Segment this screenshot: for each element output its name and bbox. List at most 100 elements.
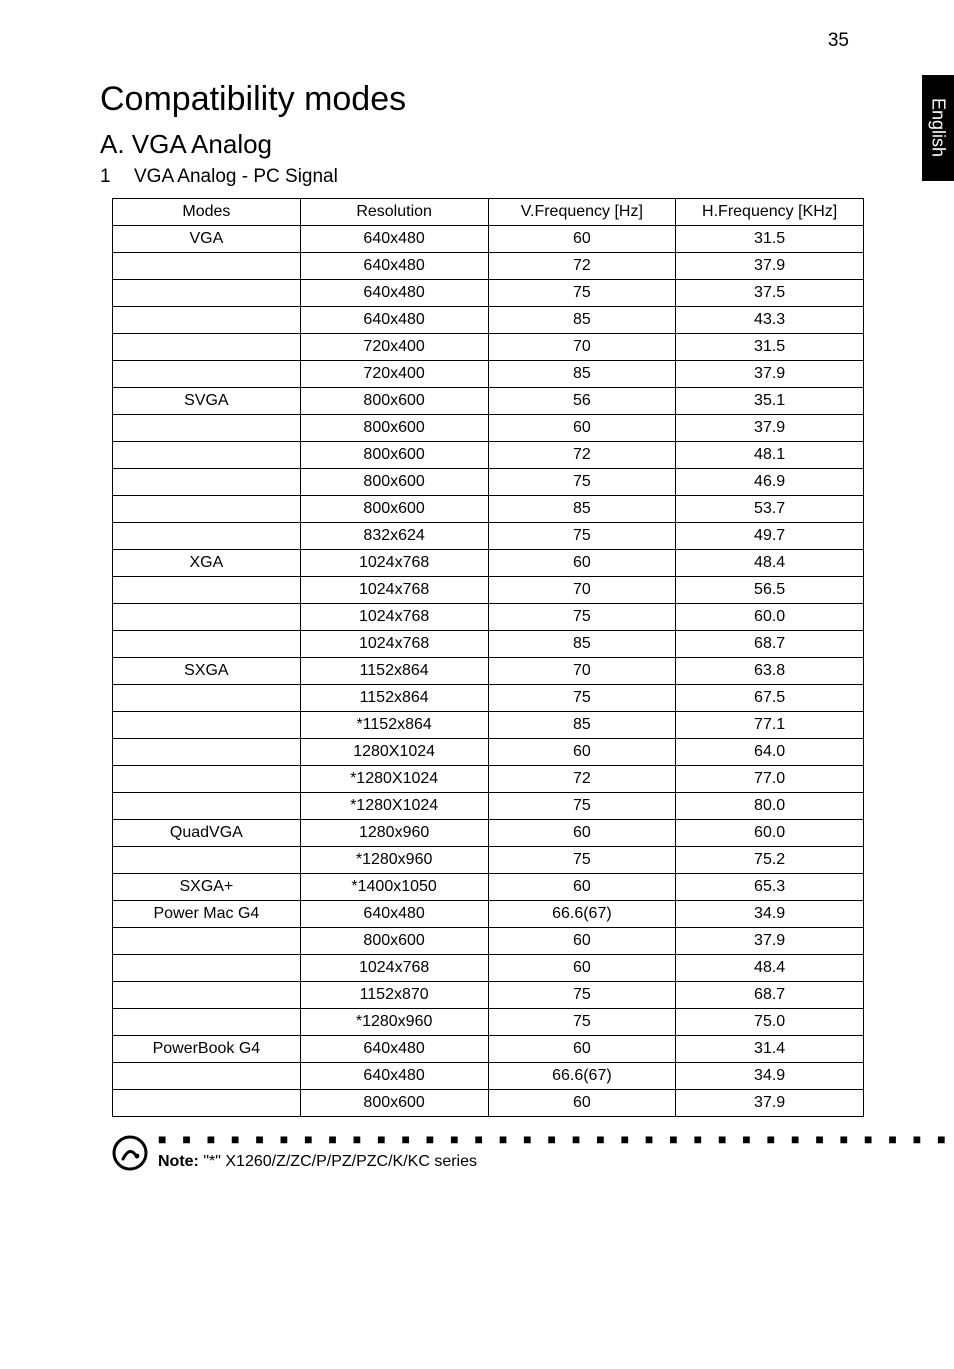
table-cell: 31.5 (676, 226, 864, 253)
table-cell: 800x600 (300, 388, 488, 415)
table-cell (113, 253, 301, 280)
table-row: 1152x8647567.5 (113, 685, 864, 712)
table-cell: 1152x864 (300, 658, 488, 685)
table-cell: 60 (488, 1036, 676, 1063)
table-cell: 65.3 (676, 874, 864, 901)
note-label: Note: (158, 1153, 199, 1170)
page-number: 35 (828, 30, 849, 52)
table-cell: 85 (488, 712, 676, 739)
table-cell: PowerBook G4 (113, 1036, 301, 1063)
table-cell (113, 361, 301, 388)
table-cell: 49.7 (676, 523, 864, 550)
table-cell (113, 631, 301, 658)
table-cell (113, 712, 301, 739)
compat-table: Modes Resolution V.Frequency [Hz] H.Freq… (112, 198, 864, 1117)
table-cell (113, 307, 301, 334)
table-cell: *1152x864 (300, 712, 488, 739)
table-cell: 43.3 (676, 307, 864, 334)
table-cell: 60 (488, 955, 676, 982)
table-row: 640x4808543.3 (113, 307, 864, 334)
table-row: 1024x7688568.7 (113, 631, 864, 658)
table-cell: 640x480 (300, 1063, 488, 1090)
table-cell: 800x600 (300, 928, 488, 955)
table-cell: 56 (488, 388, 676, 415)
table-cell: 800x600 (300, 1090, 488, 1117)
table-cell: SXGA (113, 658, 301, 685)
page-container: 35 English Compatibility modes A. VGA An… (0, 0, 954, 1211)
table-cell: 60 (488, 874, 676, 901)
table-row: VGA640x4806031.5 (113, 226, 864, 253)
table-cell: 75 (488, 523, 676, 550)
table-cell: 1024x768 (300, 631, 488, 658)
table-cell: 1280X1024 (300, 739, 488, 766)
note-text: Note: "*" X1260/Z/ZC/P/PZ/PZC/K/KC serie… (158, 1153, 954, 1171)
table-cell: 37.9 (676, 253, 864, 280)
table-row: 640x4807237.9 (113, 253, 864, 280)
table-cell (113, 1090, 301, 1117)
table-cell: 85 (488, 361, 676, 388)
table-cell: 72 (488, 442, 676, 469)
table-row: SXGA1152x8647063.8 (113, 658, 864, 685)
table-cell (113, 955, 301, 982)
table-row: *1280x9607575.0 (113, 1009, 864, 1036)
table-cell (113, 847, 301, 874)
table-cell: 60 (488, 928, 676, 955)
table-row: *1280X10247580.0 (113, 793, 864, 820)
table-body: VGA640x4806031.5640x4807237.9640x4807537… (113, 226, 864, 1117)
table-cell: 85 (488, 631, 676, 658)
table-cell: SXGA+ (113, 874, 301, 901)
table-cell: 60 (488, 739, 676, 766)
table-row: Power Mac G4640x48066.6(67)34.9 (113, 901, 864, 928)
table-cell: 75 (488, 847, 676, 874)
table-cell: 75 (488, 793, 676, 820)
th-modes: Modes (113, 199, 301, 226)
table-cell: 64.0 (676, 739, 864, 766)
table-row: 800x6007248.1 (113, 442, 864, 469)
table-cell: 720x400 (300, 361, 488, 388)
table-row: 1280X10246064.0 (113, 739, 864, 766)
table-cell: XGA (113, 550, 301, 577)
table-cell: 63.8 (676, 658, 864, 685)
table-cell (113, 928, 301, 955)
table-row: 800x6006037.9 (113, 928, 864, 955)
table-cell: 35.1 (676, 388, 864, 415)
table-cell: 68.7 (676, 982, 864, 1009)
table-cell: 640x480 (300, 226, 488, 253)
note-dots: ■ ■ ■ ■ ■ ■ ■ ■ ■ ■ ■ ■ ■ ■ ■ ■ ■ ■ ■ ■ … (158, 1131, 954, 1149)
table-cell: 70 (488, 658, 676, 685)
table-cell (113, 523, 301, 550)
table-cell: 640x480 (300, 253, 488, 280)
table-cell: 77.0 (676, 766, 864, 793)
table-cell: 800x600 (300, 496, 488, 523)
table-cell (113, 496, 301, 523)
table-cell: 77.1 (676, 712, 864, 739)
table-cell: 640x480 (300, 280, 488, 307)
table-cell: 48.1 (676, 442, 864, 469)
table-cell: 640x480 (300, 901, 488, 928)
note-body: "*" X1260/Z/ZC/P/PZ/PZC/K/KC series (199, 1153, 477, 1170)
th-hfreq: H.Frequency [KHz] (676, 199, 864, 226)
th-resolution: Resolution (300, 199, 488, 226)
table-cell: VGA (113, 226, 301, 253)
table-cell: 75 (488, 685, 676, 712)
table-cell: *1400x1050 (300, 874, 488, 901)
table-cell (113, 334, 301, 361)
table-cell: 60 (488, 550, 676, 577)
table-cell: 1024x768 (300, 604, 488, 631)
table-row: 720x4007031.5 (113, 334, 864, 361)
table-cell: 48.4 (676, 550, 864, 577)
table-cell: 640x480 (300, 307, 488, 334)
table-row: 640x48066.6(67)34.9 (113, 1063, 864, 1090)
table-cell: 800x600 (300, 469, 488, 496)
table-cell: 60 (488, 820, 676, 847)
table-cell: 34.9 (676, 1063, 864, 1090)
table-cell: 37.9 (676, 1090, 864, 1117)
table-cell: 1152x870 (300, 982, 488, 1009)
table-row: 800x6006037.9 (113, 1090, 864, 1117)
table-cell: Power Mac G4 (113, 901, 301, 928)
table-cell: 37.5 (676, 280, 864, 307)
table-row: 1152x8707568.7 (113, 982, 864, 1009)
table-cell: 800x600 (300, 415, 488, 442)
table-cell: QuadVGA (113, 820, 301, 847)
table-cell: 34.9 (676, 901, 864, 928)
